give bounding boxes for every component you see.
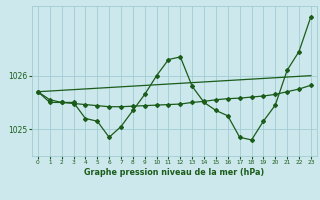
- X-axis label: Graphe pression niveau de la mer (hPa): Graphe pression niveau de la mer (hPa): [84, 168, 265, 177]
